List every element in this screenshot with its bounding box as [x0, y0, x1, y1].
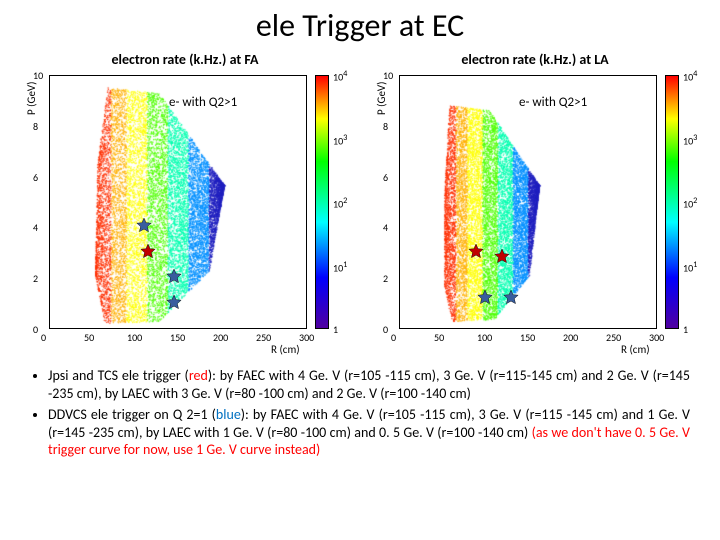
x-tick: 0	[41, 331, 46, 344]
trigger-star-marker	[493, 247, 511, 268]
trigger-star-marker	[476, 288, 494, 309]
colorbar	[315, 75, 329, 329]
y-tick: 8	[33, 120, 38, 133]
colorbar-tick: 103	[683, 133, 697, 147]
colorbar-tick: 1	[683, 323, 688, 336]
charts-row: electron rate (k.Hz.) at FA P (GeV) R (cm)…	[0, 45, 720, 359]
colorbar-tick: 101	[683, 260, 697, 274]
scatter-density	[49, 75, 307, 329]
y-tick: 2	[33, 272, 38, 285]
y-axis-label: P (GeV)	[25, 82, 38, 116]
bullet-item: Jpsi and TCS ele trigger (red): by FAEC …	[48, 367, 690, 402]
chart-la: electron rate (k.Hz.) at LA P (GeV) R (cm)…	[365, 49, 705, 359]
x-axis-label: R (cm)	[271, 343, 300, 356]
y-tick: 4	[33, 221, 38, 234]
chart-fa: electron rate (k.Hz.) at FA P (GeV) R (cm)…	[15, 49, 355, 359]
y-tick: 2	[383, 272, 388, 285]
x-axis-label: R (cm)	[621, 343, 650, 356]
x-tick: 250	[606, 331, 621, 344]
y-tick: 6	[383, 171, 388, 184]
chart-annotation: e- with Q2>1	[519, 95, 587, 110]
x-tick: 250	[256, 331, 271, 344]
x-tick: 50	[434, 331, 444, 344]
x-tick: 150	[520, 331, 535, 344]
scatter-density	[399, 75, 657, 329]
x-tick: 150	[170, 331, 185, 344]
y-tick: 10	[383, 69, 393, 82]
y-tick: 4	[383, 221, 388, 234]
colorbar-tick: 101	[333, 260, 347, 274]
x-tick: 200	[213, 331, 228, 344]
bullet-item: DDVCS ele trigger on Q 2=1 (blue): by FA…	[48, 406, 690, 459]
trigger-star-marker	[165, 268, 183, 289]
trigger-star-marker	[139, 242, 157, 263]
page-title: ele Trigger at EC	[0, 0, 720, 45]
colorbar-tick: 102	[683, 196, 697, 210]
y-axis-label: P (GeV)	[375, 82, 388, 116]
chart-annotation: e- with Q2>1	[169, 95, 237, 110]
chart-title: electron rate (k.Hz.) at LA	[365, 49, 705, 72]
trigger-star-marker	[467, 242, 485, 263]
x-tick: 50	[84, 331, 94, 344]
colorbar	[665, 75, 679, 329]
trigger-star-marker	[135, 217, 153, 238]
x-tick: 100	[127, 331, 142, 344]
colorbar-tick: 102	[333, 196, 347, 210]
colorbar-tick: 104	[333, 69, 347, 83]
bullet-list: Jpsi and TCS ele trigger (red): by FAEC …	[0, 359, 720, 459]
colorbar-tick: 1	[333, 323, 338, 336]
y-tick: 0	[383, 323, 388, 336]
note-red: (as we don't have 0. 5 Ge. V trigger cur…	[48, 424, 690, 459]
trigger-star-marker	[502, 288, 520, 309]
colorbar-tick: 104	[683, 69, 697, 83]
emphasis-red: red	[189, 367, 208, 384]
x-tick: 0	[391, 331, 396, 344]
y-tick: 8	[383, 120, 388, 133]
y-tick: 6	[33, 171, 38, 184]
chart-title: electron rate (k.Hz.) at FA	[15, 49, 355, 72]
emphasis-blue: blue	[216, 406, 241, 423]
y-tick: 10	[33, 69, 43, 82]
x-tick: 100	[477, 331, 492, 344]
y-tick: 0	[33, 323, 38, 336]
x-tick: 300	[299, 331, 314, 344]
trigger-star-marker	[165, 293, 183, 314]
x-tick: 200	[563, 331, 578, 344]
colorbar-tick: 103	[333, 133, 347, 147]
x-tick: 300	[649, 331, 664, 344]
